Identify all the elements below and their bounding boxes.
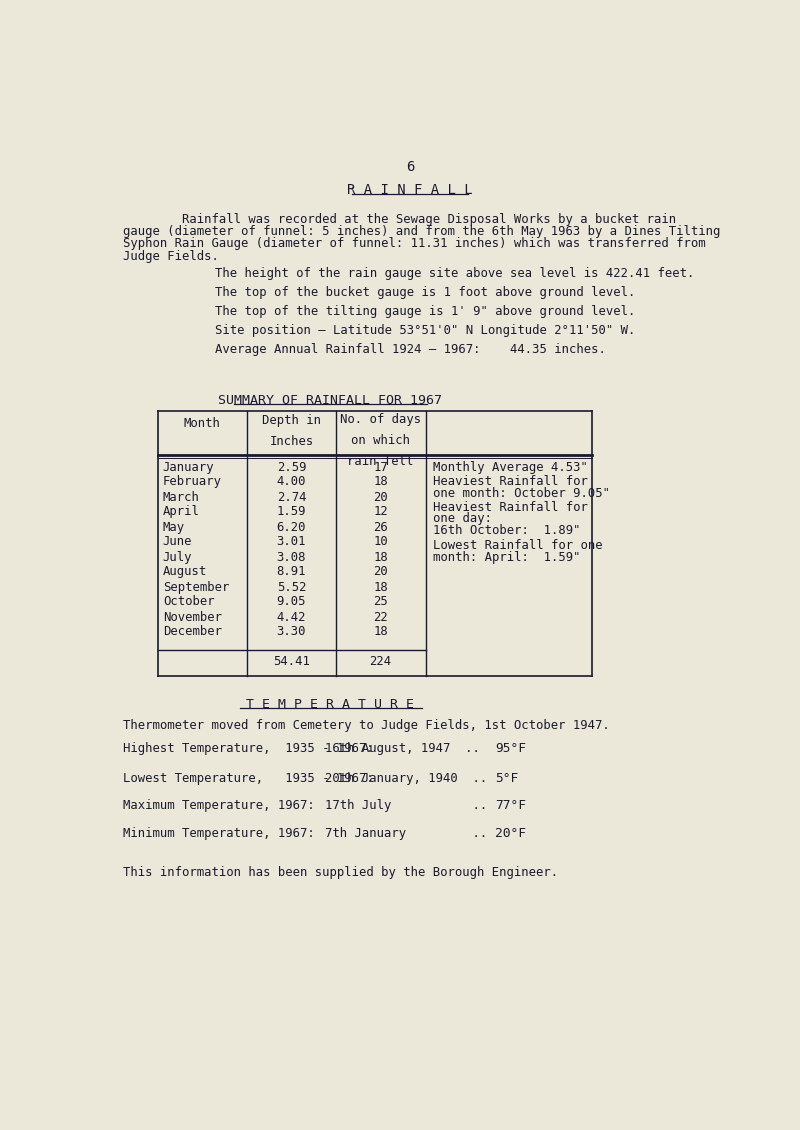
- Text: 20: 20: [373, 490, 388, 504]
- Text: Heaviest Rainfall for: Heaviest Rainfall for: [434, 501, 588, 513]
- Text: The height of the rain gauge site above sea level is 422.41 feet.: The height of the rain gauge site above …: [214, 267, 694, 279]
- Text: Syphon Rain Gauge (diameter of funnel: 11.31 inches) which was transferred from: Syphon Rain Gauge (diameter of funnel: 1…: [123, 237, 706, 250]
- Text: 18: 18: [373, 581, 388, 593]
- Text: May: May: [162, 521, 185, 533]
- Text: 5.52: 5.52: [277, 581, 306, 593]
- Text: 3.30: 3.30: [277, 625, 306, 638]
- Text: February: February: [162, 476, 222, 488]
- Text: Month: Month: [184, 417, 221, 429]
- Text: Maximum Temperature, 1967:: Maximum Temperature, 1967:: [123, 799, 315, 812]
- Text: 54.41: 54.41: [273, 655, 310, 668]
- Text: April: April: [162, 505, 200, 519]
- Text: This information has been supplied by the Borough Engineer.: This information has been supplied by th…: [123, 866, 558, 878]
- Text: 18: 18: [373, 625, 388, 638]
- Text: 25: 25: [373, 596, 388, 608]
- Text: 26: 26: [373, 521, 388, 533]
- Text: SUMMARY OF RAINFALL FOR 1967: SUMMARY OF RAINFALL FOR 1967: [218, 393, 442, 407]
- Text: 1.59: 1.59: [277, 505, 306, 519]
- Text: one month: October 9.05": one month: October 9.05": [434, 487, 610, 499]
- Text: Monthly Average 4.53": Monthly Average 4.53": [434, 461, 588, 473]
- Text: No. of days
on which
rain fell: No. of days on which rain fell: [340, 412, 421, 468]
- Text: T E M P E R A T U R E: T E M P E R A T U R E: [246, 697, 414, 711]
- Text: 9.05: 9.05: [277, 596, 306, 608]
- Text: gauge (diameter of funnel: 5 inches) and from the 6th May 1963 by a Dines Tiltin: gauge (diameter of funnel: 5 inches) and…: [123, 225, 721, 238]
- Text: Thermometer moved from Cemetery to Judge Fields, 1st October 1947.: Thermometer moved from Cemetery to Judge…: [123, 720, 610, 732]
- Text: 2.59: 2.59: [277, 461, 306, 473]
- Text: 8.91: 8.91: [277, 565, 306, 579]
- Text: 18: 18: [373, 550, 388, 564]
- Text: 10: 10: [373, 536, 388, 548]
- Text: 17th July           ..: 17th July ..: [325, 799, 487, 812]
- Text: 20th January, 1940  ..: 20th January, 1940 ..: [325, 772, 487, 784]
- Text: 17: 17: [373, 461, 388, 473]
- Text: The top of the tilting gauge is 1' 9" above ground level.: The top of the tilting gauge is 1' 9" ab…: [214, 305, 635, 318]
- Text: Rainfall was recorded at the Sewage Disposal Works by a bucket rain: Rainfall was recorded at the Sewage Disp…: [123, 212, 676, 226]
- Text: 6.20: 6.20: [277, 521, 306, 533]
- Text: 77°F: 77°F: [495, 799, 526, 812]
- Text: 2.74: 2.74: [277, 490, 306, 504]
- Text: month: April:  1.59": month: April: 1.59": [434, 550, 581, 564]
- Text: July: July: [162, 550, 192, 564]
- Text: 3.08: 3.08: [277, 550, 306, 564]
- Text: R A I N F A L L: R A I N F A L L: [347, 183, 473, 198]
- Text: 18: 18: [373, 476, 388, 488]
- Text: Lowest Temperature,   1935 - 1967:: Lowest Temperature, 1935 - 1967:: [123, 772, 374, 784]
- Text: 6: 6: [406, 160, 414, 174]
- Text: 16th August, 1947  ..: 16th August, 1947 ..: [325, 742, 480, 755]
- Text: 4.42: 4.42: [277, 610, 306, 624]
- Text: 12: 12: [373, 505, 388, 519]
- Text: March: March: [162, 490, 200, 504]
- Text: Lowest Rainfall for one: Lowest Rainfall for one: [434, 539, 603, 553]
- Text: 4.00: 4.00: [277, 476, 306, 488]
- Text: August: August: [162, 565, 207, 579]
- Text: September: September: [162, 581, 229, 593]
- Text: January: January: [162, 461, 214, 473]
- Text: 20: 20: [373, 565, 388, 579]
- Text: November: November: [162, 610, 222, 624]
- Text: 95°F: 95°F: [495, 742, 526, 755]
- Text: 224: 224: [370, 655, 392, 668]
- Text: 16th October:  1.89": 16th October: 1.89": [434, 524, 581, 538]
- Text: June: June: [162, 536, 192, 548]
- Text: The top of the bucket gauge is 1 foot above ground level.: The top of the bucket gauge is 1 foot ab…: [214, 286, 635, 298]
- Text: 3.01: 3.01: [277, 536, 306, 548]
- Text: Heaviest Rainfall for: Heaviest Rainfall for: [434, 476, 588, 488]
- Text: October: October: [162, 596, 214, 608]
- Text: Judge Fields.: Judge Fields.: [123, 250, 219, 262]
- Text: 20°F: 20°F: [495, 827, 526, 840]
- Text: 7th January         ..: 7th January ..: [325, 827, 487, 840]
- Text: Depth in
Inches: Depth in Inches: [262, 415, 321, 449]
- Text: 5°F: 5°F: [495, 772, 518, 784]
- Text: Average Annual Rainfall 1924 – 1967:    44.35 inches.: Average Annual Rainfall 1924 – 1967: 44.…: [214, 344, 606, 356]
- Text: Site position – Latitude 53°51'0" N Longitude 2°11'50" W.: Site position – Latitude 53°51'0" N Long…: [214, 324, 635, 337]
- Text: December: December: [162, 625, 222, 638]
- Text: Minimum Temperature, 1967:: Minimum Temperature, 1967:: [123, 827, 315, 840]
- Text: one day:: one day:: [434, 512, 492, 525]
- Text: Highest Temperature,  1935 - 1967:: Highest Temperature, 1935 - 1967:: [123, 742, 374, 755]
- Text: 22: 22: [373, 610, 388, 624]
